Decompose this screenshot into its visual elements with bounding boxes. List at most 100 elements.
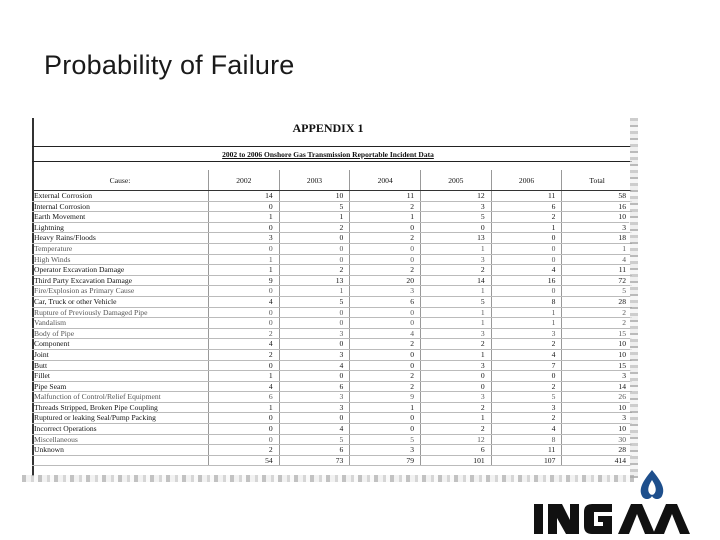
table-row: Malfunction of Control/Relief Equipment 6…	[32, 391, 632, 403]
value-cell: 72	[561, 275, 632, 287]
value-cell: 2	[420, 338, 492, 350]
cause-cell: Earth Movement	[32, 211, 209, 223]
cause-cell: Threads Stripped, Broken Pipe Coupling	[32, 402, 209, 414]
cause-cell: Butt	[32, 360, 209, 372]
table-row: 54 73 79 101 107 414	[32, 455, 632, 467]
value-cell: 6	[279, 444, 351, 456]
value-cell: 3	[420, 360, 492, 372]
value-cell: 1	[420, 317, 492, 329]
value-cell: 2	[491, 412, 563, 425]
value-cell: 3	[420, 391, 492, 403]
value-cell: 2	[420, 423, 492, 435]
value-cell: 0	[208, 317, 280, 329]
value-cell: 0	[208, 243, 280, 255]
value-cell: 0	[491, 285, 563, 297]
column-header: Total	[561, 170, 632, 191]
value-cell: 2	[420, 402, 492, 414]
value-cell: 0	[208, 360, 280, 372]
table-row: Fillet 1 0 2 0 0 3	[32, 370, 632, 382]
value-cell: 6	[208, 391, 280, 403]
value-cell: 3	[491, 328, 563, 340]
value-cell: 0	[349, 317, 422, 329]
cause-cell: Lightning	[32, 222, 209, 234]
value-cell: 4	[208, 338, 280, 350]
value-cell: 3	[279, 402, 351, 414]
value-cell: 11	[491, 190, 563, 202]
value-cell: 4	[491, 349, 563, 361]
value-cell: 4	[491, 423, 563, 435]
table-row: Body of Pipe 2 3 4 3 3 15	[32, 328, 632, 340]
column-header: Cause:	[32, 170, 209, 191]
cause-cell: External Corrosion	[32, 190, 209, 202]
value-cell: 8	[491, 296, 563, 308]
table-row: Vandalism 0 0 0 1 1 2	[32, 317, 632, 329]
value-cell: 2	[349, 381, 422, 393]
column-header: 2003	[279, 170, 351, 191]
value-cell: 3	[349, 444, 422, 456]
value-cell: 3	[208, 232, 280, 244]
value-cell: 3	[279, 328, 351, 340]
cause-cell: Incorrect Operations	[32, 423, 209, 435]
cause-cell: Body of Pipe	[32, 328, 209, 340]
value-cell: 6	[349, 296, 422, 308]
value-cell: 3	[561, 222, 632, 234]
value-cell: 1	[491, 307, 563, 319]
value-cell: 6	[420, 444, 492, 456]
cause-cell: Ruptured or leaking Seal/Pump Packing	[32, 412, 209, 425]
value-cell: 0	[349, 349, 422, 361]
cause-cell: Malfunction of Control/Relief Equipment	[32, 391, 209, 403]
value-cell: 0	[491, 370, 563, 382]
column-header: 2004	[349, 170, 422, 191]
table-body: External Corrosion 14 10 11 12 11 58 Internal C…	[32, 190, 632, 467]
value-cell: 0	[349, 254, 422, 266]
value-cell: 12	[420, 190, 492, 202]
value-cell: 2	[349, 232, 422, 244]
appendix-document-image: APPENDIX 1 2002 to 2006 Onshore Gas Tran…	[22, 118, 638, 482]
table-row: External Corrosion 14 10 11 12 11 58	[32, 190, 632, 202]
value-cell: 3	[279, 391, 351, 403]
table-row: Butt 0 4 0 3 7 15	[32, 360, 632, 372]
value-cell: 15	[561, 328, 632, 340]
torn-paper: APPENDIX 1 2002 to 2006 Onshore Gas Tran…	[22, 118, 634, 478]
value-cell: 15	[561, 360, 632, 372]
title-rule	[32, 161, 632, 162]
torn-edge-right	[630, 118, 638, 478]
value-cell: 0	[208, 222, 280, 234]
value-cell: 2	[491, 381, 563, 393]
slide-title: Probability of Failure	[44, 50, 295, 80]
cause-cell: Joint	[32, 349, 209, 361]
cause-cell: Fire/Explosion as Primary Cause	[32, 285, 209, 297]
table-row: Temperature 0 0 0 1 0 1	[32, 243, 632, 255]
value-cell: 3	[420, 328, 492, 340]
value-cell: 3	[349, 285, 422, 297]
value-cell: 0	[208, 307, 280, 319]
value-cell: 3	[420, 201, 492, 213]
table-row: Joint 2 3 0 1 4 10	[32, 349, 632, 361]
value-cell: 5	[349, 434, 422, 446]
table-row: Operator Excavation Damage 1 2 2 2 4 11	[32, 264, 632, 276]
value-cell: 2	[208, 444, 280, 456]
value-cell: 4	[349, 328, 422, 340]
value-cell: 1	[420, 243, 492, 255]
value-cell: 9	[208, 275, 280, 287]
value-cell: 0	[279, 338, 351, 350]
value-cell: 14	[561, 381, 632, 393]
value-cell: 2	[208, 349, 280, 361]
value-cell: 28	[561, 296, 632, 308]
value-cell: 0	[491, 232, 563, 244]
table-row: Lightning 0 2 0 0 1 3	[32, 222, 632, 234]
value-cell: 1	[208, 402, 280, 414]
table-row: Miscellaneous 0 5 5 12 8 30	[32, 434, 632, 446]
value-cell: 4	[208, 296, 280, 308]
value-cell: 13	[279, 275, 351, 287]
value-cell: 8	[491, 434, 563, 446]
value-cell: 2	[279, 222, 351, 234]
table-row: Fire/Explosion as Primary Cause 0 1 3 1 0 5	[32, 285, 632, 297]
value-cell: 1	[279, 211, 351, 223]
value-cell: 6	[491, 201, 563, 213]
value-cell: 4	[279, 360, 351, 372]
value-cell: 28	[561, 444, 632, 456]
value-cell: 4	[279, 423, 351, 435]
value-cell: 0	[349, 360, 422, 372]
value-cell: 11	[561, 264, 632, 276]
